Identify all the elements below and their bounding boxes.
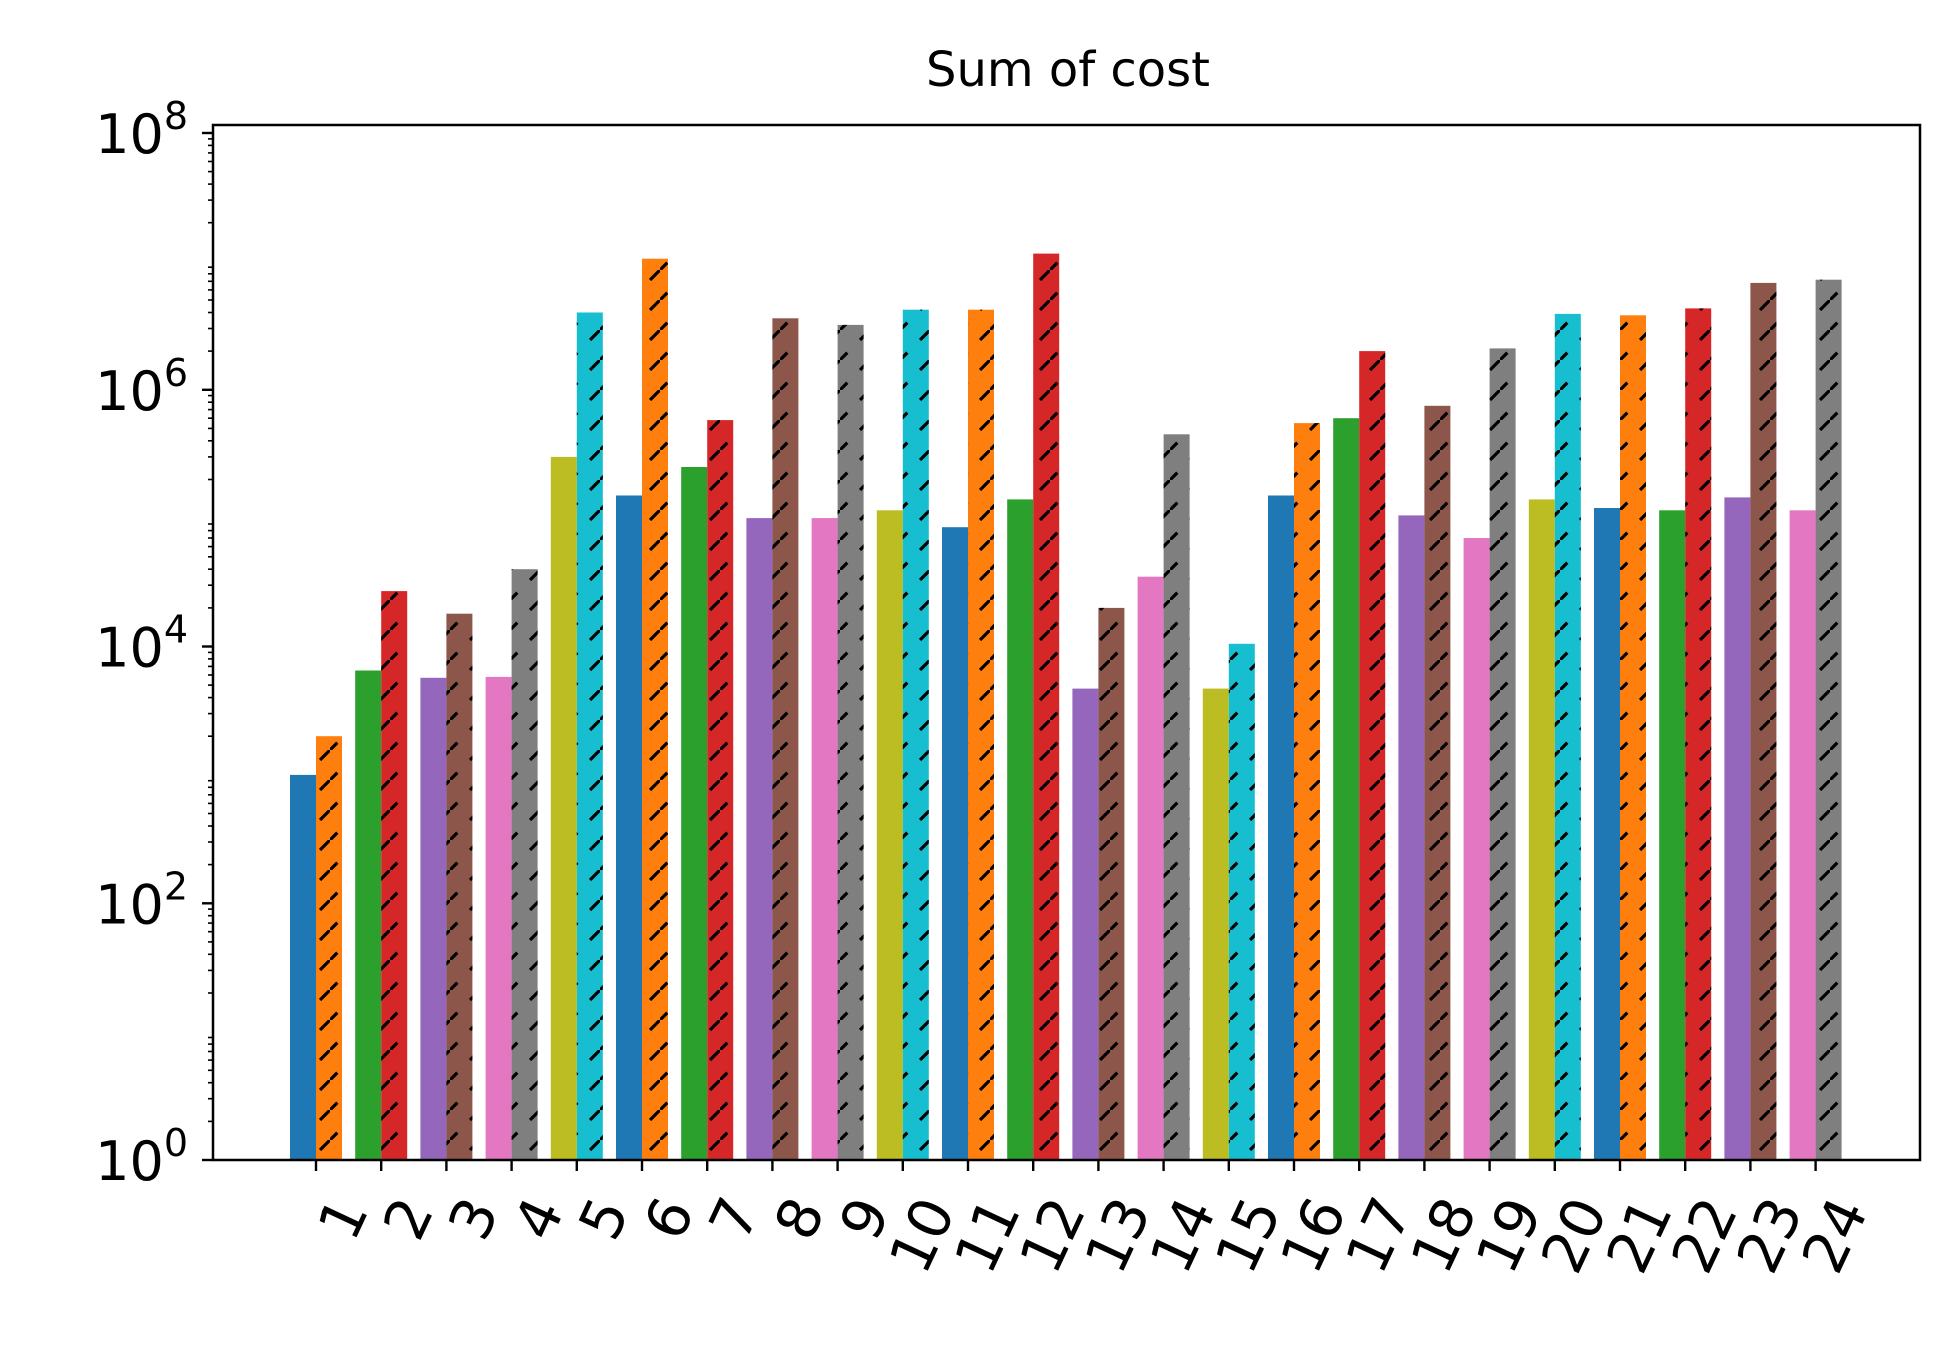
- bar-20-plain: [1528, 499, 1555, 1160]
- bar-hatch-20: [1554, 313, 1581, 1160]
- bar-hatch-18: [1424, 405, 1451, 1160]
- bar-18-plain: [1398, 515, 1425, 1160]
- y-tick-label: 106: [95, 351, 188, 423]
- bars-group: [290, 253, 1842, 1161]
- bar-hatch-13: [1098, 607, 1125, 1160]
- bar-hatch-6: [642, 258, 668, 1160]
- bar-hatch-22: [1685, 308, 1712, 1160]
- bar-8-plain: [746, 518, 773, 1160]
- bar-11-plain: [942, 527, 968, 1160]
- bar-7-plain: [681, 467, 708, 1160]
- bar-hatch-10: [902, 309, 929, 1160]
- y-tick-exponent: 2: [164, 864, 188, 908]
- bar-hatch-23: [1750, 282, 1777, 1160]
- y-tick-base: 10: [95, 360, 164, 423]
- bar-14-plain: [1137, 576, 1164, 1160]
- bar-hatch-21: [1620, 315, 1646, 1160]
- y-tick-base: 10: [95, 873, 164, 936]
- y-tick-label: 104: [95, 608, 188, 680]
- bar-hatch-12: [1033, 253, 1060, 1161]
- plot-frame: [211, 123, 1922, 1162]
- y-tick-base: 10: [95, 617, 164, 680]
- bar-12-plain: [1007, 499, 1034, 1160]
- bar-22-plain: [1659, 510, 1686, 1160]
- y-tick-base: 10: [95, 1130, 164, 1193]
- bar-hatch-8: [772, 318, 799, 1160]
- bar-hatch-24: [1815, 279, 1842, 1160]
- bar-9-plain: [811, 518, 838, 1160]
- bar-19-plain: [1463, 538, 1490, 1160]
- bar-hatch-16: [1294, 423, 1320, 1161]
- bar-hatch-19: [1489, 348, 1516, 1160]
- bar-hatch-1: [316, 736, 342, 1160]
- bar-23-plain: [1724, 497, 1751, 1160]
- bar-24-plain: [1789, 510, 1816, 1160]
- bar-hatch-17: [1359, 351, 1386, 1161]
- bar-21-plain: [1594, 508, 1620, 1160]
- y-tick-base: 10: [95, 103, 164, 166]
- y-tick-exponent: 6: [164, 351, 188, 395]
- y-tick-exponent: 8: [164, 94, 188, 138]
- y-tick-label: 102: [95, 864, 188, 936]
- bar-15-plain: [1202, 688, 1229, 1160]
- bar-2-plain: [355, 670, 382, 1160]
- bar-3-plain: [420, 677, 447, 1160]
- bar-1-plain: [290, 774, 316, 1160]
- x-tick-label: 24: [1789, 1187, 1882, 1283]
- bar-hatch-14: [1163, 434, 1190, 1160]
- bar-5-plain: [550, 456, 577, 1160]
- bar-hatch-5: [576, 312, 603, 1160]
- bar-hatch-7: [707, 420, 734, 1161]
- chart-title: Sum of cost: [926, 42, 1210, 98]
- bar-6-plain: [616, 495, 642, 1160]
- bar-hatch-15: [1228, 643, 1255, 1160]
- bar-hatch-4: [511, 569, 538, 1160]
- y-tick-exponent: 4: [164, 608, 188, 652]
- bar-hatch-3: [446, 613, 473, 1160]
- bar-4-plain: [485, 676, 512, 1160]
- bar-17-plain: [1333, 418, 1360, 1160]
- y-tick-label: 108: [95, 94, 188, 166]
- y-tick-label: 100: [95, 1121, 188, 1193]
- bar-13-plain: [1072, 688, 1099, 1160]
- y-tick-exponent: 0: [164, 1121, 188, 1165]
- bar-hatch-11: [968, 309, 994, 1160]
- bar-hatch-9: [837, 324, 864, 1160]
- bar-10-plain: [876, 510, 903, 1160]
- bar-hatch-2: [381, 591, 408, 1160]
- bar-16-plain: [1268, 495, 1294, 1160]
